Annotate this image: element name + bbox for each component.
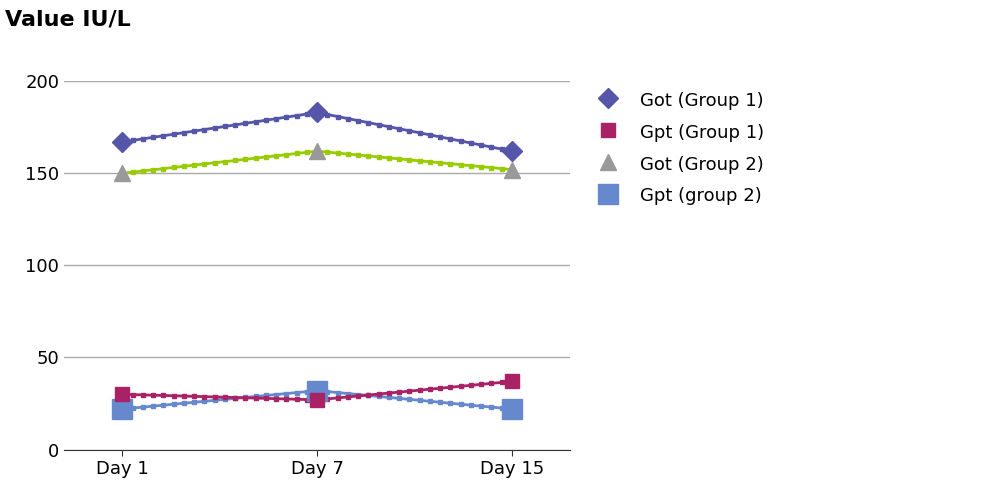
Gpt (group 2) <box>117 406 129 412</box>
Line: Got (Group 1): Got (Group 1) <box>116 106 519 158</box>
Got (Group 1) <box>311 109 323 115</box>
Line: Gpt (Group 1): Gpt (Group 1) <box>116 375 519 407</box>
Line: Gpt (group 2): Gpt (group 2) <box>113 381 522 419</box>
Gpt (Group 1) <box>311 397 323 403</box>
Gpt (Group 1) <box>117 391 129 397</box>
Text: Value IU/L: Value IU/L <box>5 10 131 30</box>
Gpt (group 2) <box>506 406 518 412</box>
Got (Group 1) <box>506 148 518 154</box>
Gpt (group 2) <box>311 387 323 393</box>
Got (Group 1) <box>117 139 129 145</box>
Got (Group 2) <box>506 167 518 173</box>
Legend: Got (Group 1), Gpt (Group 1), Got (Group 2), Gpt (group 2): Got (Group 1), Gpt (Group 1), Got (Group… <box>590 90 765 206</box>
Gpt (Group 1) <box>506 379 518 385</box>
Got (Group 2) <box>311 148 323 154</box>
Got (Group 2) <box>117 170 129 176</box>
Line: Got (Group 2): Got (Group 2) <box>115 143 519 181</box>
